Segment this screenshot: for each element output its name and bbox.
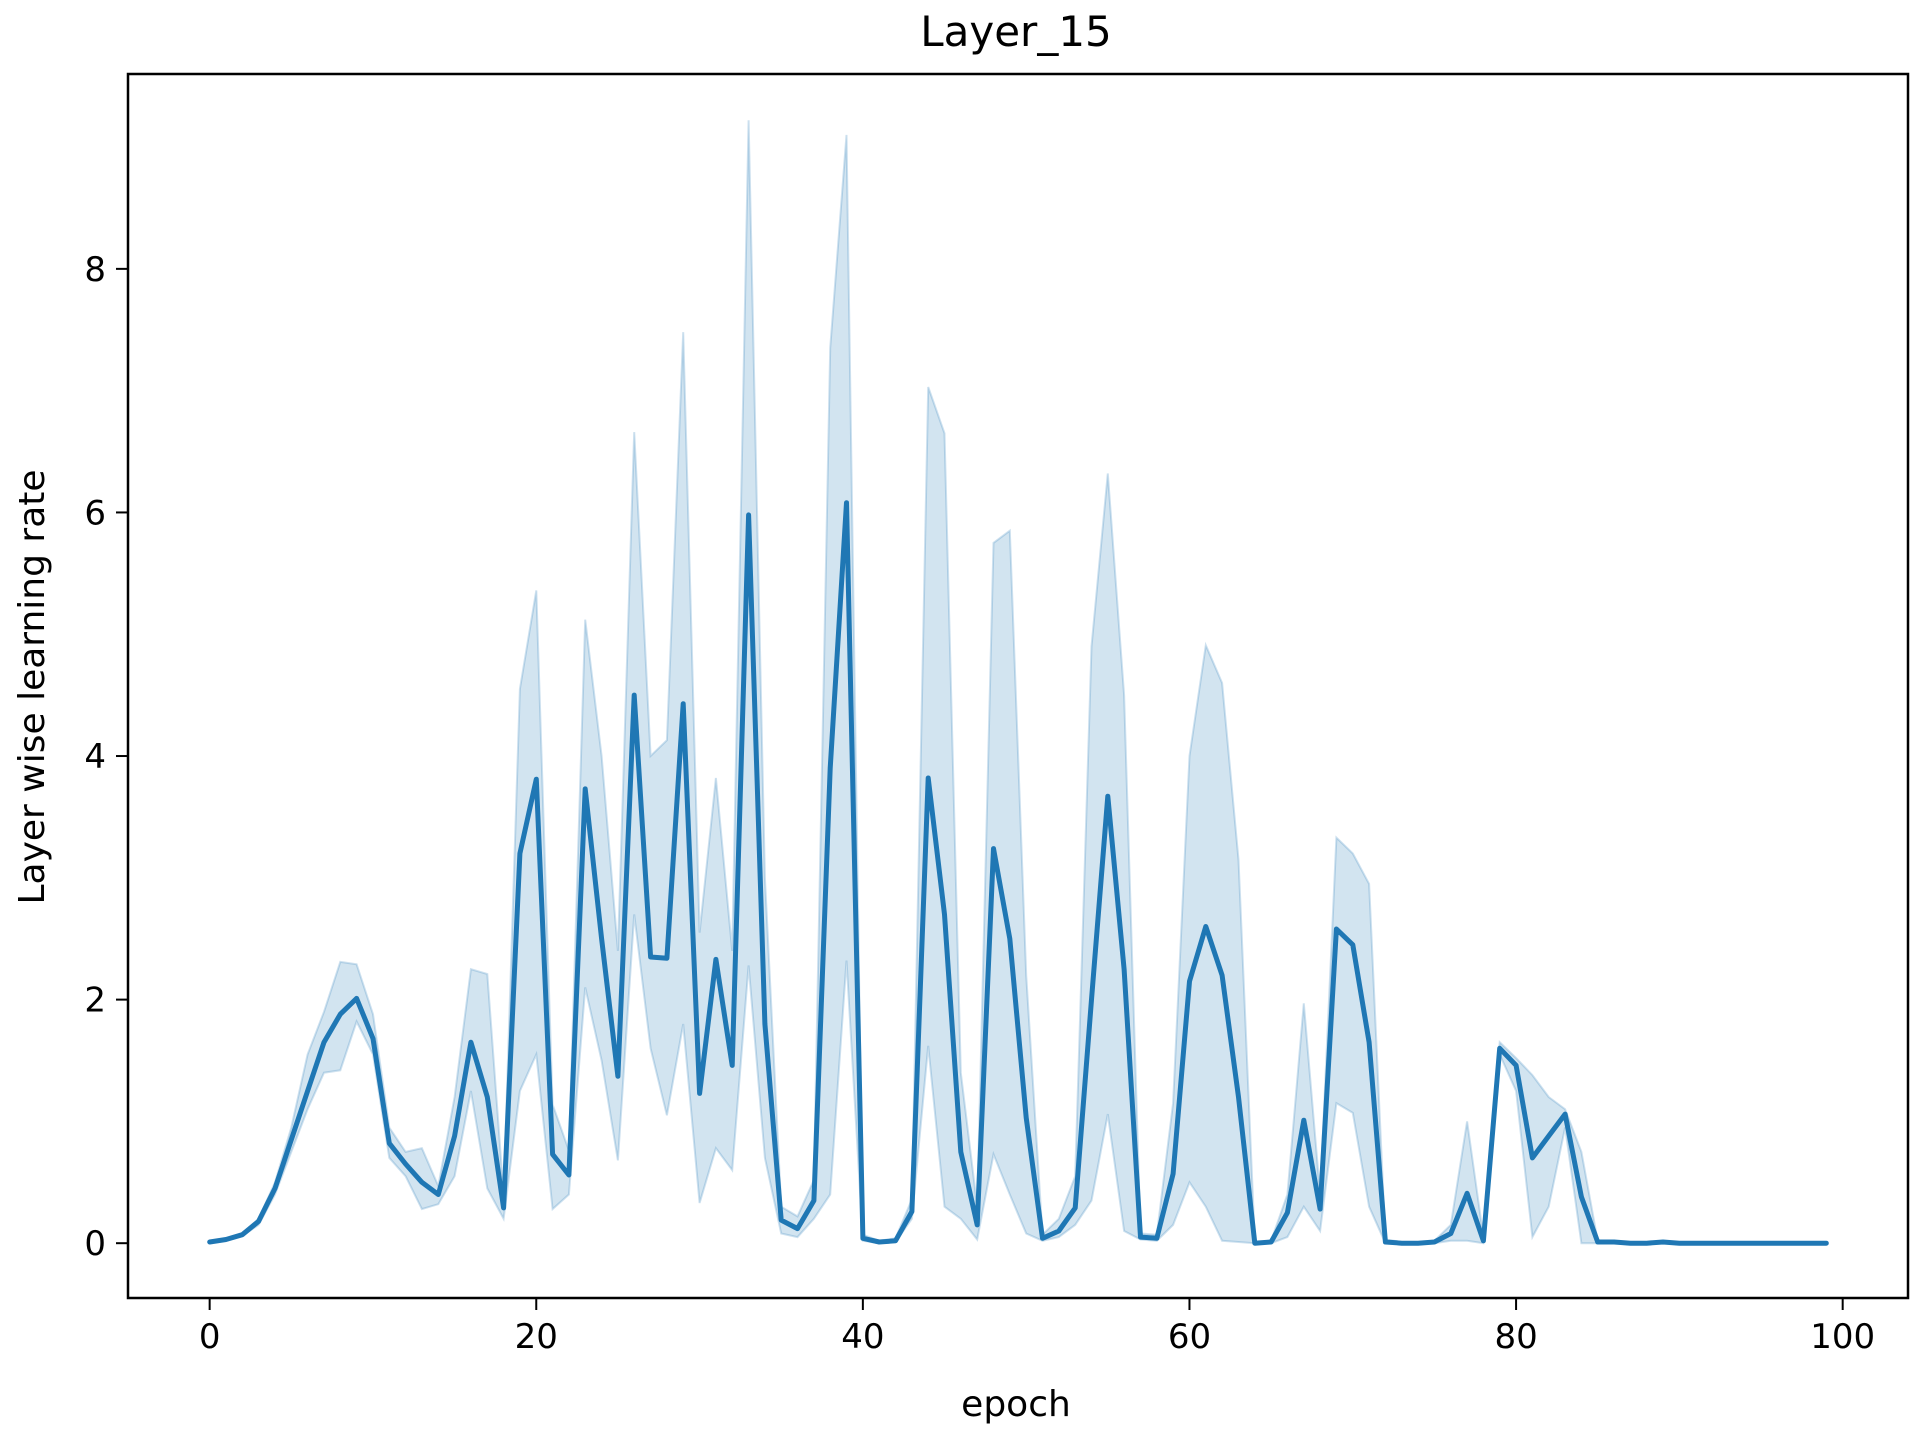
chart-title: Layer_15 bbox=[920, 7, 1112, 56]
plot-frame bbox=[126, 72, 1910, 1300]
confidence-band bbox=[209, 120, 1827, 1245]
x-tick-label: 60 bbox=[1168, 1317, 1211, 1357]
y-tick-label: 2 bbox=[84, 981, 106, 1021]
plot-area bbox=[126, 72, 1910, 1300]
y-axis-label: Layer wise learning rate bbox=[12, 469, 53, 904]
y-tick-label: 8 bbox=[84, 250, 106, 290]
x-tick-label: 40 bbox=[841, 1317, 884, 1357]
y-tick-label: 6 bbox=[84, 493, 106, 533]
y-tick-label: 0 bbox=[84, 1224, 106, 1264]
x-tick-label: 100 bbox=[1810, 1317, 1875, 1357]
x-axis-label: epoch bbox=[961, 1384, 1071, 1425]
x-tick-label: 0 bbox=[199, 1317, 221, 1357]
x-tick-label: 20 bbox=[515, 1317, 558, 1357]
x-axis: 0 20 40 60 80 100 bbox=[199, 1298, 1875, 1357]
y-tick-label: 4 bbox=[84, 737, 106, 777]
y-axis: 0 2 4 6 8 bbox=[84, 250, 128, 1264]
x-tick-label: 80 bbox=[1494, 1317, 1537, 1357]
series-line bbox=[207, 500, 1829, 1246]
